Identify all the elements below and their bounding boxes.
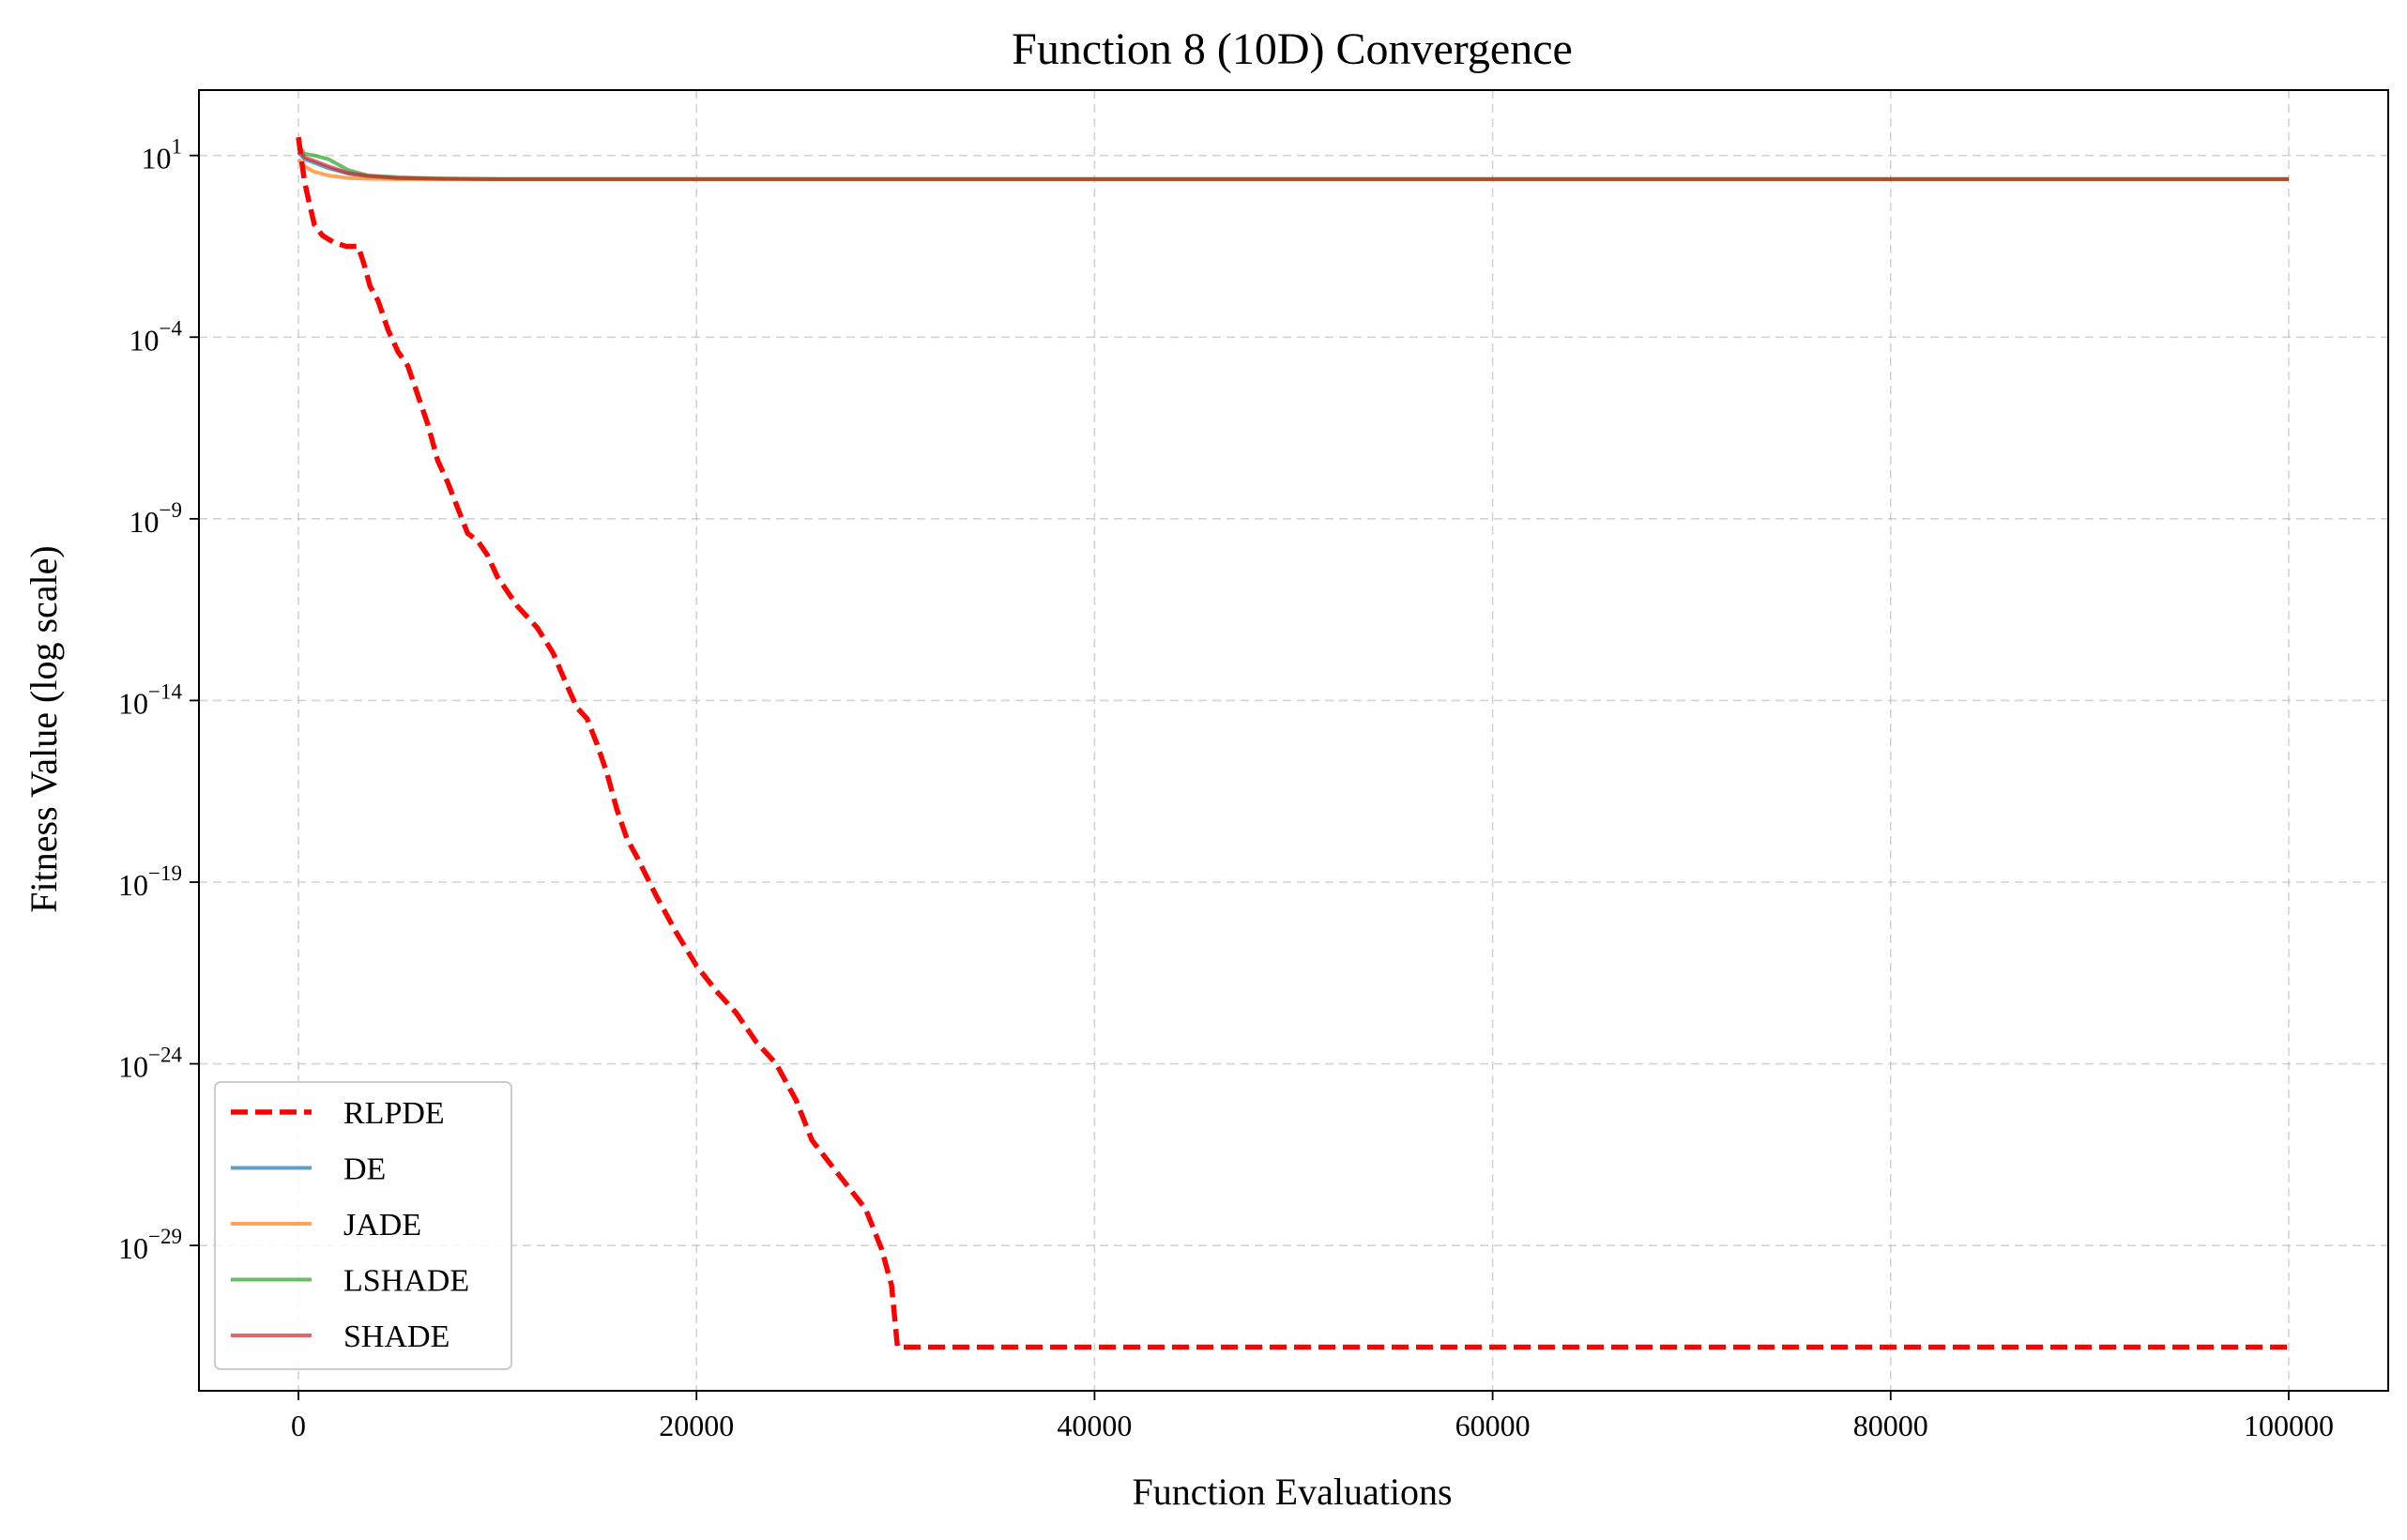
legend-label-jade: JADE [343, 1208, 421, 1243]
legend-label-de: DE [343, 1152, 386, 1187]
y-tick-base: 10 [118, 1050, 148, 1084]
y-tick-base: 10 [129, 505, 160, 539]
y-axis-label: Fitness Value (log scale) [23, 545, 65, 912]
y-tick-label: 10−14 [118, 679, 182, 720]
y-tick-base: 10 [129, 323, 160, 357]
legend-label-lshade: LSHADE [343, 1264, 469, 1299]
x-tick-label: 100000 [2244, 1409, 2334, 1442]
series-line-shade [297, 146, 2289, 181]
y-tick-label: 10−4 [129, 316, 183, 357]
plot-area-frame [198, 89, 2389, 1392]
y-tick-exponent: −4 [160, 316, 183, 340]
y-tick-label: 10−24 [118, 1044, 182, 1084]
y-tick-label: 10−19 [118, 861, 182, 902]
y-tick-exponent: −24 [148, 1044, 182, 1067]
y-tick-base: 10 [118, 686, 148, 720]
x-tick-label: 80000 [1853, 1409, 1928, 1442]
x-tick-label: 40000 [1057, 1409, 1132, 1442]
legend: RLPDE DE JADE LSHADE SHADE [214, 1081, 512, 1370]
y-tick-label: 101 [142, 135, 183, 175]
chart-title: Function 8 (10D) Convergence [1012, 24, 1573, 74]
y-tick-exponent: 1 [172, 135, 183, 159]
grid-lines [199, 90, 2388, 1391]
y-tick-label: 10−9 [129, 498, 182, 539]
y-tick-exponent: −14 [148, 679, 182, 703]
x-tick-label: 60000 [1455, 1409, 1531, 1442]
y-tick-exponent: −9 [160, 498, 182, 522]
legend-label-shade: SHADE [343, 1319, 449, 1354]
y-tick-base: 10 [118, 1231, 148, 1265]
x-tick-label: 20000 [659, 1409, 734, 1442]
legend-label-rlpde: RLPDE [343, 1096, 445, 1131]
x-axis-label: Function Evaluations [1132, 1471, 1452, 1513]
y-tick-label: 10−29 [118, 1225, 182, 1265]
series-lines [296, 136, 2289, 1350]
y-tick-base: 10 [142, 142, 172, 175]
x-tick-label: 0 [291, 1409, 306, 1442]
legend-box [214, 1081, 512, 1370]
series-line-rlpde [296, 136, 2289, 1350]
y-tick-base: 10 [118, 868, 148, 902]
axis-ticks: 0 20000 40000 60000 80000 10000010110−410−910… [118, 135, 2334, 1442]
y-tick-exponent: −19 [148, 861, 182, 885]
y-tick-exponent: −29 [148, 1225, 182, 1248]
